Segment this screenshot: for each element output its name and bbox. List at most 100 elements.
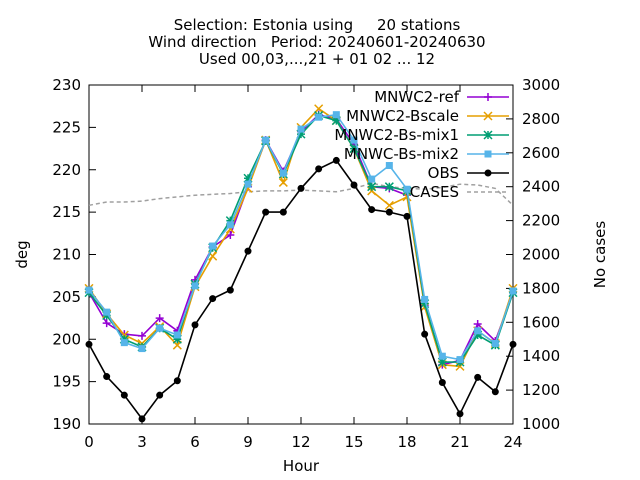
data-point bbox=[491, 388, 499, 396]
data-point bbox=[368, 175, 376, 183]
data-point bbox=[262, 136, 270, 144]
data-point bbox=[120, 391, 128, 399]
data-point bbox=[138, 345, 146, 353]
y2-tick-label: 2000 bbox=[522, 246, 560, 264]
y-tick-label: 220 bbox=[52, 161, 81, 179]
data-point bbox=[172, 334, 182, 344]
chart-title: Selection: Estonia using 20 stationsWind… bbox=[148, 16, 485, 68]
data-point bbox=[456, 410, 464, 418]
y-tick-label: 195 bbox=[52, 373, 81, 391]
data-point bbox=[456, 356, 464, 364]
y2-tick-label: 1400 bbox=[522, 347, 560, 365]
data-point bbox=[225, 216, 235, 226]
data-point bbox=[138, 331, 146, 340]
data-point bbox=[191, 282, 199, 290]
data-point bbox=[278, 177, 288, 187]
data-point bbox=[296, 129, 306, 139]
data-point bbox=[102, 319, 111, 328]
data-point bbox=[421, 330, 429, 338]
y2-tick-label: 1600 bbox=[522, 313, 560, 331]
data-point bbox=[484, 93, 492, 101]
data-point bbox=[244, 247, 252, 255]
data-point bbox=[484, 169, 492, 177]
data-point bbox=[332, 156, 340, 164]
chart-title-line: Used 00,03,...,21 + 01 02 ... 12 bbox=[199, 50, 435, 68]
y2-tick-label: 2400 bbox=[522, 178, 560, 196]
x-tick-label: 21 bbox=[450, 433, 469, 451]
x-tick-label: 3 bbox=[137, 433, 147, 451]
y-tick-label: 205 bbox=[52, 288, 81, 306]
data-point bbox=[332, 111, 340, 119]
data-point bbox=[315, 165, 323, 173]
data-point bbox=[350, 136, 358, 144]
x-tick-label: 0 bbox=[84, 433, 94, 451]
data-point bbox=[279, 208, 287, 216]
y-axis-label: deg bbox=[13, 240, 31, 268]
chart-title-line: Selection: Estonia using 20 stations bbox=[174, 16, 461, 34]
data-point bbox=[438, 352, 446, 360]
data-point bbox=[209, 295, 217, 303]
data-point bbox=[155, 314, 164, 323]
data-point bbox=[314, 104, 324, 114]
x-tick-label: 24 bbox=[503, 433, 522, 451]
y2-tick-label: 1000 bbox=[522, 415, 560, 433]
y-tick-label: 190 bbox=[52, 415, 81, 433]
axis-ticks: 0 3 6 9 12 15 18 21 24 190 195 200 205 210 215 220 225 23… bbox=[52, 76, 560, 451]
legend-label: MNWC-Bs-mix2 bbox=[344, 145, 459, 163]
y2-tick-label: 1800 bbox=[522, 279, 560, 297]
data-point bbox=[191, 321, 199, 329]
data-point bbox=[173, 331, 181, 339]
legend-label: MNWC2-ref bbox=[374, 88, 459, 106]
y2-tick-label: 2200 bbox=[522, 212, 560, 230]
legend: MNWC2-refMNWC2-BscaleMNWC2-Bs-mix1MNWC-B… bbox=[334, 88, 509, 201]
y-tick-label: 200 bbox=[52, 330, 81, 348]
legend-label: CASES bbox=[410, 183, 459, 201]
data-point bbox=[403, 212, 411, 220]
data-point bbox=[384, 200, 394, 210]
data-point bbox=[350, 181, 358, 189]
data-point bbox=[209, 242, 217, 250]
data-point bbox=[297, 125, 305, 133]
data-point bbox=[473, 319, 482, 328]
data-point bbox=[262, 208, 270, 216]
data-point bbox=[156, 391, 164, 399]
x-tick-label: 18 bbox=[397, 433, 416, 451]
x-axis-label: Hour bbox=[283, 457, 320, 475]
chart-title-line: Wind direction Period: 20240601-20240630 bbox=[148, 33, 485, 51]
legend-label: OBS bbox=[428, 164, 459, 182]
data-point bbox=[509, 287, 517, 295]
y-tick-label: 210 bbox=[52, 246, 81, 264]
data-point bbox=[484, 150, 492, 158]
data-point bbox=[421, 295, 429, 303]
y-tick-label: 215 bbox=[52, 203, 81, 221]
y2-axis-label: No cases bbox=[591, 221, 609, 289]
y2-tick-label: 1200 bbox=[522, 381, 560, 399]
data-point bbox=[368, 206, 376, 214]
series-group bbox=[84, 104, 518, 423]
data-point bbox=[120, 339, 128, 347]
data-point bbox=[474, 373, 482, 381]
data-point bbox=[279, 169, 287, 177]
x-tick-label: 12 bbox=[291, 433, 310, 451]
data-point bbox=[491, 339, 499, 347]
data-point bbox=[483, 130, 493, 140]
x-tick-label: 6 bbox=[190, 433, 200, 451]
y-tick-label: 230 bbox=[52, 76, 81, 94]
legend-label: MNWC2-Bs-mix1 bbox=[334, 126, 459, 144]
data-point bbox=[349, 144, 359, 154]
data-point bbox=[226, 221, 234, 229]
data-point bbox=[385, 162, 393, 170]
series-obs bbox=[85, 156, 517, 423]
data-point bbox=[438, 378, 446, 386]
legend-label: MNWC2-Bscale bbox=[346, 107, 459, 125]
data-point bbox=[156, 324, 164, 332]
series-mnwc-bs-mix2 bbox=[85, 111, 517, 364]
data-point bbox=[103, 308, 111, 316]
data-point bbox=[403, 185, 411, 193]
x-tick-label: 9 bbox=[243, 433, 253, 451]
data-point bbox=[226, 231, 235, 240]
data-point bbox=[85, 286, 93, 294]
data-point bbox=[473, 330, 483, 340]
data-point bbox=[367, 182, 377, 192]
